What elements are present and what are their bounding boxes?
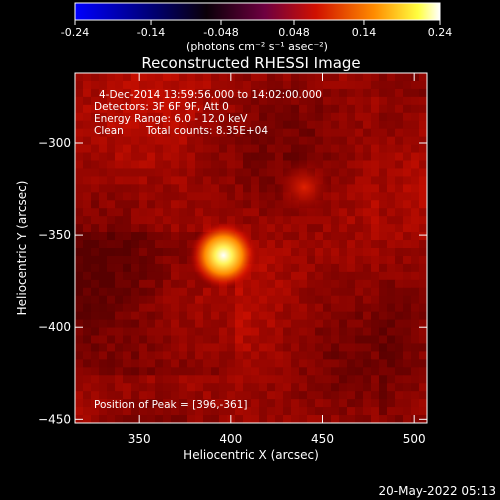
colorbar-tick-label: 0.24 — [428, 26, 453, 39]
y-axis-label: Heliocentric Y (arcsec) — [15, 181, 29, 316]
colorbar-units: (photons cm⁻² s⁻¹ asec⁻²) — [186, 40, 328, 53]
peak-source — [189, 221, 258, 290]
colorbar-tick-label: 0.048 — [278, 26, 310, 39]
y-tick-label: −400 — [38, 320, 71, 334]
colorbar-tick-label: 0.14 — [352, 26, 377, 39]
y-tick-label: −350 — [38, 228, 71, 242]
y-tick-label: −300 — [38, 136, 71, 150]
annotation-peak: Position of Peak = [396,-361] — [94, 399, 248, 411]
x-tick-label: 400 — [219, 432, 242, 446]
x-tick-label: 350 — [128, 432, 151, 446]
x-axis-label: Heliocentric X (arcsec) — [183, 448, 319, 462]
y-axis: −300 −350 −400 −450 — [38, 136, 427, 426]
y-tick-label: −450 — [38, 412, 71, 426]
heatmap-image — [75, 73, 427, 423]
annotation-clean: Clean — [94, 125, 124, 137]
x-tick-label: 500 — [403, 432, 426, 446]
colorbar-tick-label: -0.24 — [61, 26, 89, 39]
colorbar — [74, 2, 441, 21]
annotation-counts: Total counts: 8.35E+04 — [145, 125, 268, 137]
annotation-detectors: Detectors: 3F 6F 9F, Att 0 — [94, 101, 229, 113]
x-tick-label: 450 — [311, 432, 334, 446]
footer-date: 20-May-2022 05:13 — [379, 484, 496, 498]
colorbar-tick-label: -0.14 — [137, 26, 165, 39]
colorbar-tick-label: -0.048 — [203, 26, 238, 39]
plot-frame — [74, 72, 428, 424]
x-axis: 350 400 450 500 — [128, 73, 426, 446]
secondary-source — [276, 159, 333, 216]
annotation-time: 4-Dec-2014 13:59:56.000 to 14:02:00.000 — [99, 89, 322, 101]
annotation-energy: Energy Range: 6.0 - 12.0 keV — [94, 113, 248, 125]
colorbar-ticks: -0.24 -0.14 -0.048 0.048 0.14 0.24 — [61, 20, 452, 39]
chart-title: Reconstructed RHESSI Image — [141, 54, 360, 72]
